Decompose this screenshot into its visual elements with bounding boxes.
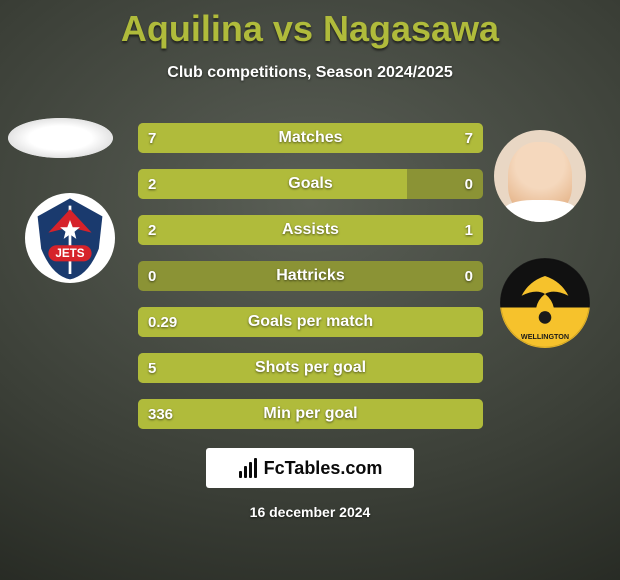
stat-row: Min per goal336 xyxy=(138,399,483,429)
comparison-infographic: Aquilina vs Nagasawa Club competitions, … xyxy=(0,0,620,580)
watermark-text: FcTables.com xyxy=(264,458,383,479)
stat-value-left: 0 xyxy=(148,261,204,291)
club-right-crest-icon: WELLINGTON xyxy=(500,258,590,348)
infographic-date: 16 december 2024 xyxy=(0,504,620,520)
bar-chart-icon xyxy=(238,458,258,478)
stat-value-right: 0 xyxy=(417,169,473,199)
stat-row: Hattricks0 0 xyxy=(138,261,483,291)
stat-bars: Matches77Goals20Assists21Hattricks00Goal… xyxy=(138,123,483,445)
stat-row: Shots per goal5 xyxy=(138,353,483,383)
stat-row: Goals20 xyxy=(138,169,483,199)
stat-bar-left xyxy=(138,169,407,199)
stat-row: Goals per match0.29 xyxy=(138,307,483,337)
stat-bar-left xyxy=(138,307,483,337)
stat-bar-left xyxy=(138,123,311,153)
svg-text:JETS: JETS xyxy=(55,247,84,260)
comparison-title: Aquilina vs Nagasawa xyxy=(0,0,620,50)
stat-bar-right xyxy=(311,123,484,153)
club-left-crest-icon: JETS xyxy=(25,193,115,283)
stat-label: Hattricks xyxy=(138,261,483,291)
player-right-photo xyxy=(494,130,586,222)
stat-bar-left xyxy=(138,399,483,429)
comparison-subtitle: Club competitions, Season 2024/2025 xyxy=(0,64,620,82)
svg-text:WELLINGTON: WELLINGTON xyxy=(521,332,569,341)
stat-row: Matches77 xyxy=(138,123,483,153)
watermark-badge: FcTables.com xyxy=(206,448,414,488)
stat-bar-left xyxy=(138,215,369,245)
stat-bar-right xyxy=(369,215,483,245)
player-jersey-icon xyxy=(503,200,577,222)
stat-bar-left xyxy=(138,353,483,383)
player-left-photo xyxy=(8,118,113,158)
stat-value-right: 0 xyxy=(417,261,473,291)
club-right-logo: WELLINGTON xyxy=(500,258,590,348)
club-left-logo: JETS xyxy=(25,193,115,283)
stat-row: Assists21 xyxy=(138,215,483,245)
